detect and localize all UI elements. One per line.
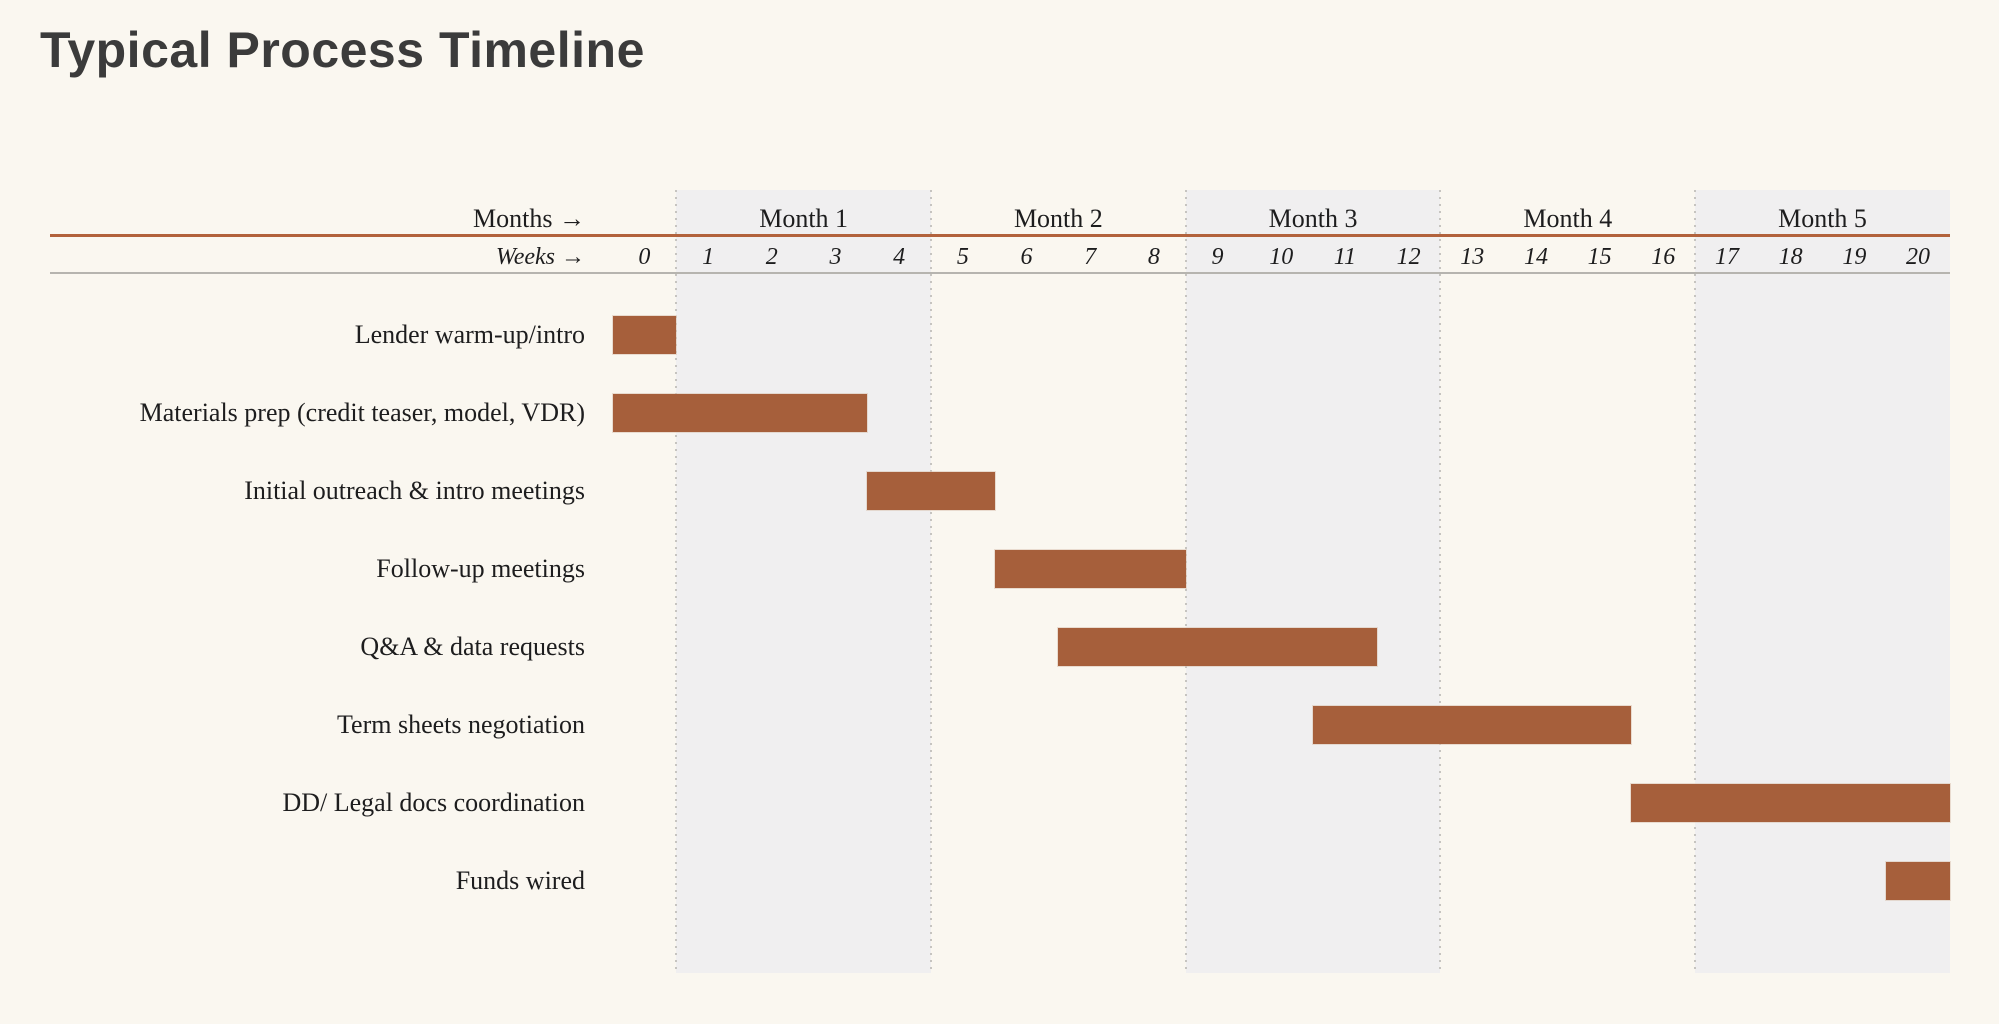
month-header-label: Month 3	[1268, 204, 1358, 233]
month-boundary-line	[930, 190, 932, 973]
month-boundary-line	[1184, 190, 1187, 973]
task-bar	[1313, 706, 1632, 744]
week-tick-label: 2	[765, 244, 778, 270]
task-bar	[1631, 784, 1950, 822]
week-tick-label: 6	[1020, 244, 1033, 270]
week-tick-label: 13	[1460, 244, 1485, 270]
week-tick-label: 0	[638, 244, 651, 270]
month-header-label: Month 5	[1778, 204, 1867, 233]
task-label: Q&A & data requests	[360, 632, 585, 661]
month-boundary-line	[1694, 190, 1697, 973]
task-bar	[994, 550, 1186, 588]
week-tick-label: 15	[1587, 244, 1612, 270]
week-tick-label: 17	[1714, 244, 1739, 270]
month-axis-line	[50, 234, 1950, 237]
month-boundary-line	[675, 190, 678, 973]
week-tick-label: 3	[829, 244, 842, 270]
task-label: Term sheets negotiation	[336, 710, 585, 739]
month-band	[1695, 190, 1950, 973]
task-bar	[1058, 628, 1377, 666]
task-label: Initial outreach & intro meetings	[244, 476, 585, 505]
week-tick-label: 9	[1211, 244, 1224, 270]
week-tick-label: 11	[1333, 244, 1357, 270]
month-band	[1185, 190, 1441, 973]
week-axis-line	[50, 272, 1950, 274]
task-bar	[612, 394, 868, 432]
week-tick-label: 1	[702, 244, 715, 270]
week-tick-label: 18	[1778, 244, 1803, 270]
week-tick-label: 5	[956, 244, 969, 270]
week-tick-label: 19	[1842, 244, 1867, 270]
page-title: Typical Process Timeline	[40, 22, 645, 78]
task-label: DD/ Legal docs coordination	[282, 788, 585, 817]
task-bar	[612, 316, 677, 354]
month-header-label: Month 2	[1013, 204, 1103, 233]
week-tick-label: 12	[1396, 244, 1421, 270]
week-tick-label: 4	[893, 244, 906, 270]
month-header-label: Month 4	[1523, 204, 1613, 233]
month-band	[676, 190, 931, 973]
task-label: Funds wired	[455, 866, 585, 895]
week-tick-label: 8	[1147, 244, 1160, 270]
task-label: Materials prep (credit teaser, model, VD…	[139, 398, 585, 427]
week-tick-label: 10	[1269, 244, 1294, 270]
week-tick-label: 7	[1084, 244, 1097, 270]
months-axis-label: Months →	[473, 204, 585, 233]
month-header-label: Month 1	[759, 204, 849, 233]
month-boundary-line	[1439, 190, 1442, 973]
task-bar	[867, 472, 995, 510]
weeks-axis-label: Weeks →	[495, 244, 585, 270]
task-label: Follow-up meetings	[376, 554, 585, 583]
task-bar	[1886, 862, 1950, 900]
week-tick-label: 14	[1523, 244, 1548, 270]
week-tick-label: 20	[1906, 244, 1931, 270]
week-tick-label: 16	[1651, 244, 1676, 270]
task-label: Lender warm-up/intro	[354, 320, 585, 349]
